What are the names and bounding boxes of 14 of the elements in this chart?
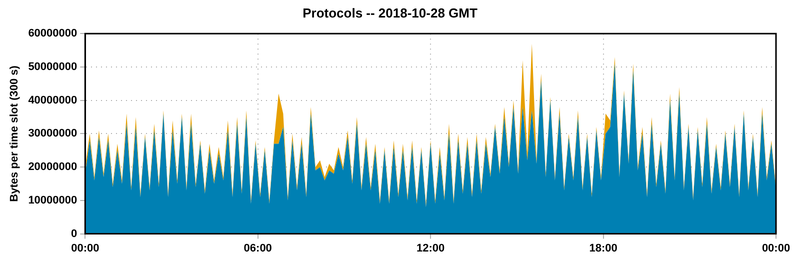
x-tick-label: 00:00 bbox=[762, 242, 790, 254]
y-tick-label: 10000000 bbox=[28, 194, 78, 206]
x-tick-label: 12:00 bbox=[416, 242, 445, 254]
y-tick-label: 40000000 bbox=[28, 94, 78, 106]
y-tick-label: 20000000 bbox=[28, 161, 78, 174]
x-tick-label: 06:00 bbox=[244, 242, 272, 254]
y-tick-label: 60000000 bbox=[28, 28, 78, 40]
y-tick-label: 50000000 bbox=[28, 61, 78, 73]
x-tick-label: 18:00 bbox=[589, 242, 618, 254]
y-tick-label: 0 bbox=[71, 228, 78, 240]
chart-title: Protocols -- 2018-10-28 GMT bbox=[302, 5, 478, 20]
y-axis-title: Bytes per time slot (300 s) bbox=[8, 65, 21, 202]
x-tick-label: 00:00 bbox=[71, 242, 100, 254]
y-tick-label: 30000000 bbox=[28, 128, 78, 140]
